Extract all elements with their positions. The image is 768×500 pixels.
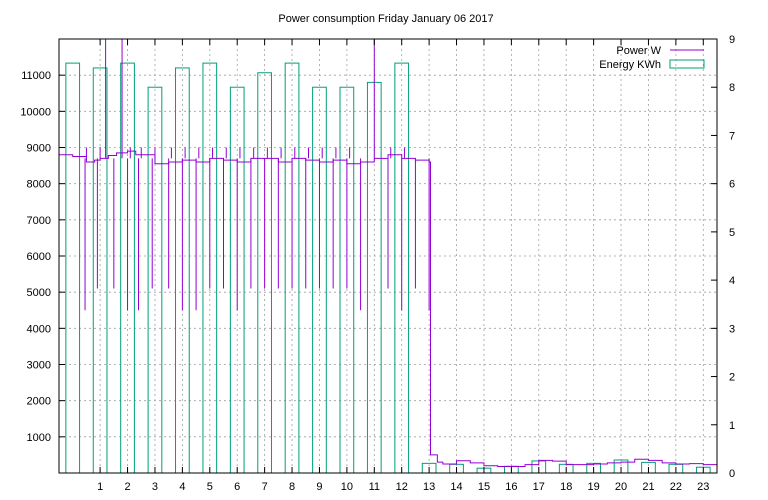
x-tick-label: 1 (97, 481, 103, 493)
energy-bar (65, 62, 81, 474)
y-right-tick-label: 5 (729, 227, 735, 239)
power-line-group (59, 39, 718, 467)
legend: Power W Energy KWh (599, 45, 705, 71)
x-tick-label: 23 (697, 481, 709, 493)
x-tick-label: 12 (396, 481, 408, 493)
x-tick-label: 17 (533, 481, 545, 493)
x-tick-label: 21 (642, 481, 654, 493)
x-tick-label: 15 (478, 481, 490, 493)
y-right-tick-label: 4 (729, 275, 735, 287)
y-left-tick-label: 6000 (27, 251, 51, 263)
x-tick-label: 6 (234, 481, 240, 493)
y-left-tick-label: 9000 (27, 143, 51, 155)
y-left-tick-label: 4000 (27, 323, 51, 335)
y-right-tick-label: 1 (729, 420, 735, 432)
x-tick-label: 10 (341, 481, 353, 493)
y-left-tick-label: 10000 (20, 106, 51, 118)
x-tick-label: 18 (560, 481, 572, 493)
y-left-tick-label: 1000 (27, 432, 51, 444)
legend-swatch-energy (669, 59, 705, 69)
x-tick-label: 5 (207, 481, 213, 493)
y-left-tick-label: 3000 (27, 360, 51, 372)
x-tick-label: 9 (316, 481, 322, 493)
chart-title: Power consumption Friday January 06 2017 (278, 13, 493, 25)
x-tick-label: 14 (450, 481, 462, 493)
x-tick-label: 16 (505, 481, 517, 493)
y-right-tick-label: 8 (729, 82, 735, 94)
x-tick-label: 3 (152, 481, 158, 493)
y-left-tick-label: 5000 (27, 287, 51, 299)
legend-label-power: Power W (616, 45, 661, 57)
y-left-tick-label: 2000 (27, 396, 51, 408)
y-right-tick-label: 6 (729, 179, 735, 191)
y-left-tick-label: 8000 (27, 179, 51, 191)
x-tick-label: 19 (588, 481, 600, 493)
y-right-tick-label: 3 (729, 323, 735, 335)
x-tick-label: 20 (615, 481, 627, 493)
x-tick-label: 7 (262, 481, 268, 493)
y-right-tick-label: 2 (729, 372, 735, 384)
y-right-tick-label: 9 (729, 34, 735, 46)
x-tick-label: 4 (179, 481, 185, 493)
y-left-tick-label: 11000 (21, 70, 51, 82)
x-tick-label: 13 (423, 481, 435, 493)
y-right-tick-label: 0 (729, 468, 735, 480)
y-right-tick-label: 7 (729, 130, 735, 142)
x-tick-label: 2 (124, 481, 130, 493)
y-left-tick-label: 7000 (27, 215, 51, 227)
legend-label-energy: Energy KWh (599, 59, 661, 71)
axis-ticks: 1 2 3 4 5 6 7 8 9 10 11 12 13 14 15 16 17 18 19 20 21 22 23100… (20, 34, 735, 493)
x-tick-label: 22 (670, 481, 682, 493)
x-tick-label: 11 (369, 481, 380, 493)
x-tick-label: 8 (289, 481, 295, 493)
